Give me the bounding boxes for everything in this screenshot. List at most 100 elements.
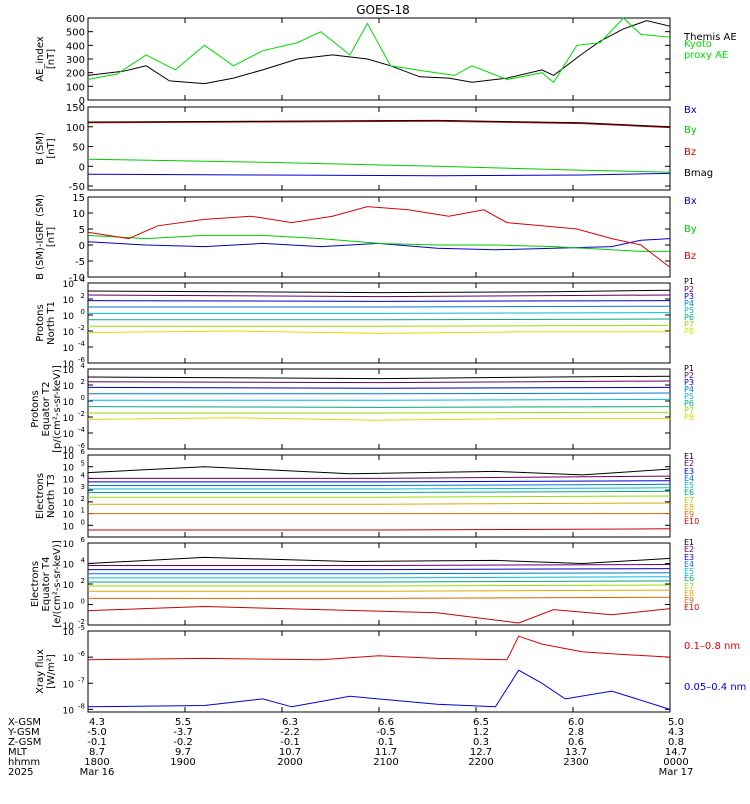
y-tick-label: 10 xyxy=(63,366,75,376)
legend-entry: proxy AE xyxy=(684,50,728,61)
y-axis-label: North T1 xyxy=(46,301,57,345)
legend-entry: P4 xyxy=(684,299,694,308)
legend-entry: E1 xyxy=(684,538,694,547)
series-line xyxy=(87,417,670,421)
y-axis-label: Electrons xyxy=(35,473,46,519)
legend-entry: P5 xyxy=(684,306,694,315)
table-cell: 0.3 xyxy=(473,737,489,748)
y-tick-exponent: -8 xyxy=(78,702,85,710)
y-tick-label: 5 xyxy=(79,225,85,236)
y-axis-label: B (SM)-IGRF (SM) xyxy=(35,194,46,280)
y-tick-label: 50 xyxy=(72,143,85,154)
table-row-label: Y-GSM xyxy=(7,727,40,738)
y-axis-label: [nT] xyxy=(46,227,57,247)
y-tick-label: 10 xyxy=(63,452,75,462)
y-tick-exponent: -2 xyxy=(78,410,85,418)
y-tick-label: 10 xyxy=(63,382,75,392)
legend-entry: P7 xyxy=(684,320,694,329)
table-row-label: 2025 xyxy=(8,767,33,778)
series-line xyxy=(87,238,671,251)
series-line xyxy=(88,312,671,314)
table-row-label: X-GSM xyxy=(8,717,41,728)
legend-entry: P2 xyxy=(684,285,694,294)
y-axis-label: Equator T2 xyxy=(41,382,52,437)
y-tick-label: 10 xyxy=(63,430,75,440)
y-tick-label: 10 xyxy=(63,654,75,664)
table-cell: Mar 17 xyxy=(659,767,694,778)
series-line xyxy=(87,330,670,334)
legend-entry: P3 xyxy=(684,378,694,387)
table-cell: 5.5 xyxy=(175,717,191,728)
legend-entry: Bx xyxy=(684,105,697,116)
legend-entry: E3 xyxy=(684,553,694,562)
legend-entry: E7 xyxy=(684,582,694,591)
legend-entry: Bz xyxy=(684,147,696,158)
table-cell: 4.3 xyxy=(668,727,684,738)
table-cell: -0.5 xyxy=(376,727,396,738)
table-cell: 6.5 xyxy=(473,717,489,728)
y-tick-exponent: 3 xyxy=(81,483,85,491)
series-line xyxy=(87,669,671,710)
table-cell: 2300 xyxy=(563,757,588,768)
y-tick-exponent: -4 xyxy=(78,426,86,434)
series-line xyxy=(88,502,671,505)
y-tick-label: 10 xyxy=(63,280,75,290)
table-cell: -2.2 xyxy=(280,727,300,738)
y-tick-exponent: 2 xyxy=(81,378,85,386)
legend-entry: E2 xyxy=(684,459,694,468)
y-tick-label: 10 xyxy=(63,312,75,322)
legend-entry: E1 xyxy=(684,452,694,461)
legend-entry: E2 xyxy=(684,545,694,554)
table-cell: 8.7 xyxy=(89,747,105,758)
legend-entry: Bx xyxy=(684,196,697,207)
legend-entry: E8 xyxy=(684,589,694,598)
y-tick-exponent: -2 xyxy=(78,618,85,626)
panel-frame xyxy=(87,630,671,713)
y-axis-label: [p/(cm²-s-sr-keV)] xyxy=(52,365,63,453)
y-tick-label: 15 xyxy=(72,193,85,204)
y-tick-label: 150 xyxy=(66,103,85,114)
y-tick-exponent: -4 xyxy=(78,340,86,348)
table-cell: 9.7 xyxy=(175,747,191,758)
panel-3: -10 -5 0 5 10 15 B (SM)-IGRF (SM) [nT] Bx By Bz xyxy=(35,193,697,284)
y-tick-label: 10 xyxy=(63,602,75,612)
series-line xyxy=(88,398,671,401)
series-line xyxy=(88,584,671,587)
series-line xyxy=(88,490,671,493)
y-tick-exponent: -6 xyxy=(78,356,86,364)
table-row-label: hhmm xyxy=(8,757,40,768)
ephemeris-table: X-GSM 4.3 5.5 6.3 6.6 6.5 6.0 5.0Y-GSM -5.0 -3.7-… xyxy=(7,717,693,778)
panel-frame xyxy=(87,106,671,191)
y-tick-label: 300 xyxy=(66,55,85,66)
series-line xyxy=(88,572,671,575)
series-line xyxy=(88,324,671,327)
series-line xyxy=(88,596,671,599)
y-axis-label: AE_index xyxy=(35,36,46,82)
legend-entry: Bmag xyxy=(684,168,713,179)
table-cell: Mar 16 xyxy=(80,767,115,778)
series-line xyxy=(87,119,671,128)
y-tick-exponent: -7 xyxy=(78,676,85,684)
y-tick-label: 10 xyxy=(63,680,75,690)
series-line xyxy=(88,392,671,395)
y-tick-label: -10 xyxy=(69,273,85,284)
legend-entry: P1 xyxy=(684,364,694,373)
table-cell: 14.7 xyxy=(665,747,687,758)
y-tick-exponent: 4 xyxy=(81,362,86,370)
y-tick-exponent: -5 xyxy=(78,624,85,632)
y-tick-exponent: 4 xyxy=(81,557,86,565)
series-line xyxy=(88,564,671,566)
legend-entry: Themis AE xyxy=(683,32,737,43)
legend-entry: P6 xyxy=(684,399,694,408)
y-tick-exponent: -6 xyxy=(78,442,86,450)
table-cell: 6.6 xyxy=(378,717,394,728)
table-cell: 11.7 xyxy=(375,747,397,758)
y-tick-label: 10 xyxy=(63,628,75,638)
y-tick-label: 10 xyxy=(63,581,75,591)
legend-entry: E7 xyxy=(684,496,694,505)
legend-entry: E6 xyxy=(684,488,694,497)
